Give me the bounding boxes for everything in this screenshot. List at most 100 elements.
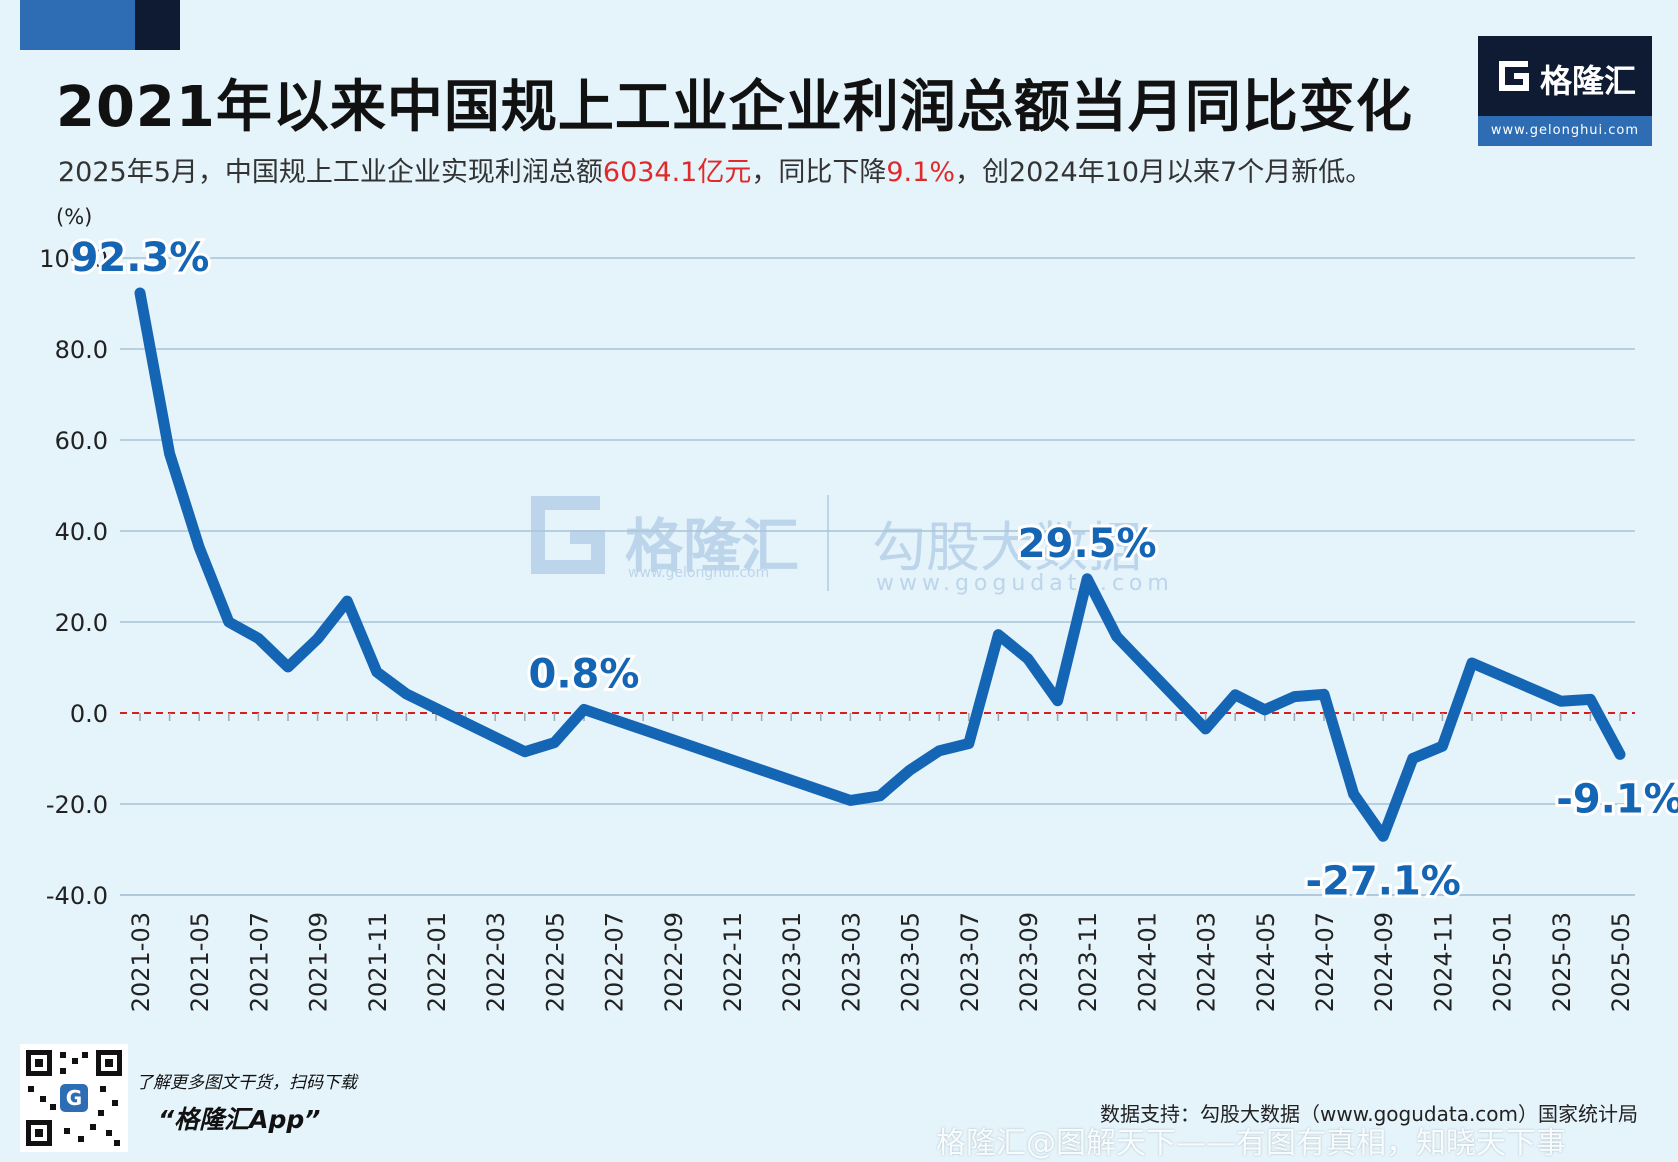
data-point — [346, 600, 349, 603]
data-point — [287, 666, 289, 669]
footer-watermark: 格隆汇@图解天下——有图有真相，知晓天下事 — [936, 1126, 1566, 1161]
data-point — [1204, 727, 1207, 730]
qr-code[interactable]: G — [20, 1044, 128, 1152]
promo-app-name: “格隆汇App” — [158, 1105, 321, 1134]
x-tick-label: 2024-11 — [1429, 912, 1457, 1012]
data-point — [375, 671, 378, 674]
data-point — [523, 750, 526, 753]
watermark-gogu: 勾股大数据 — [872, 516, 1142, 579]
chart-title: 2021年以来中国规上工业企业利润总额当月同比变化 — [56, 75, 1413, 140]
data-point — [997, 633, 1000, 636]
y-tick-label: -40.0 — [46, 882, 108, 910]
data-point — [1323, 693, 1325, 696]
x-tick-label: 2025-05 — [1607, 912, 1635, 1012]
y-tick-label: 0.0 — [70, 700, 108, 728]
qr-logo-icon: G — [60, 1084, 88, 1112]
x-tick-label: 2022-11 — [719, 912, 747, 1012]
x-tick-label: 2021-09 — [305, 912, 333, 1012]
x-tick-label: 2023-07 — [956, 912, 984, 1012]
gelonghui-logo: 格隆汇 www.gelonghui.com — [1478, 36, 1652, 146]
x-tick-label: 2021-03 — [127, 912, 155, 1012]
data-point — [198, 546, 201, 549]
y-tick-label: -20.0 — [46, 791, 108, 819]
watermark-brand-url: www.gelonghui.com — [628, 565, 770, 581]
data-source: 数据支持：勾股大数据（www.gogudata.com）国家统计局 — [1100, 1102, 1639, 1126]
y-tick-label: 60.0 — [55, 427, 108, 455]
y-tick-label: 80.0 — [55, 336, 108, 364]
subtitle-text-1: 2025年5月，中国规上工业企业实现利润总额 — [58, 157, 603, 188]
watermark-divider — [827, 495, 829, 591]
x-tick-label: 2024-01 — [1133, 912, 1161, 1012]
x-tick-label: 2024-07 — [1311, 912, 1339, 1012]
data-point — [257, 637, 260, 640]
data-annotation-label: -27.1% — [1306, 858, 1461, 904]
y-tick-label: 20.0 — [55, 609, 108, 637]
top-accent-blue — [20, 0, 135, 50]
subtitle-highlight-change: 9.1% — [886, 157, 955, 188]
data-annotation-label: -9.1% — [1556, 776, 1678, 822]
x-tick-label: 2021-05 — [186, 912, 214, 1012]
data-point — [583, 708, 585, 711]
data-point — [1263, 708, 1266, 711]
watermark-gogu-url: www.gogudata.com — [876, 571, 1174, 596]
logo-url: www.gelonghui.com — [1478, 116, 1652, 146]
data-point — [1559, 700, 1562, 703]
data-point — [1382, 835, 1385, 838]
data-point — [316, 637, 319, 640]
logo-brand-text: 格隆汇 — [1540, 62, 1637, 100]
data-point — [227, 621, 230, 623]
x-tick-label: 2022-01 — [423, 912, 451, 1012]
x-tick-label: 2023-05 — [897, 912, 925, 1012]
x-tick-label: 2023-11 — [1074, 912, 1102, 1012]
data-point — [1441, 745, 1444, 748]
axis-layer: (%) 100.0 80.0 60.0 40.0 20.0 0.0 -20.0 -40.0 202… — [39, 205, 1635, 1012]
x-tick-label: 2021-07 — [245, 912, 273, 1012]
x-tick-label: 2023-01 — [778, 912, 806, 1012]
x-tick-label: 2022-03 — [482, 912, 510, 1012]
x-tick-label: 2023-03 — [837, 912, 865, 1012]
data-point — [938, 749, 941, 752]
data-point — [1027, 657, 1029, 660]
subtitle-text-3: ，创2024年10月以来7个月新低。 — [954, 157, 1373, 188]
y-tick-label: 100.0 — [39, 245, 108, 273]
data-point — [1471, 661, 1473, 664]
data-point — [1293, 695, 1296, 698]
data-point — [1589, 698, 1592, 701]
data-point — [908, 769, 911, 772]
qr-code-pattern — [26, 1050, 122, 1146]
data-point — [1115, 635, 1118, 638]
data-point — [553, 741, 556, 744]
gelonghui-logo-icon — [1499, 61, 1529, 91]
data-point — [879, 794, 881, 797]
watermark-logo-icon — [531, 496, 605, 574]
x-tick-label: 2022-09 — [660, 912, 688, 1012]
chart-subtitle: 2025年5月，中国规上工业企业实现利润总额6034.1亿元，同比下降9.1%，… — [58, 150, 1372, 189]
data-point — [967, 742, 970, 745]
x-tick-label: 2021-11 — [364, 912, 392, 1012]
data-point — [1086, 577, 1089, 580]
line-layer — [134, 287, 1626, 842]
x-tick-label: 2023-09 — [1015, 912, 1043, 1012]
data-point — [1352, 792, 1355, 795]
data-annotation-label: 0.8% — [529, 651, 640, 697]
label-layer: 92.3% 0.8% 29.5% -27.1% -9.1% — [68, 232, 1678, 907]
data-point — [405, 692, 408, 695]
data-point — [1619, 753, 1621, 756]
y-axis-unit-label: (%) — [56, 205, 92, 229]
promo-text: 了解更多图文干货，扫码下载 — [136, 1073, 357, 1093]
y-tick-label: 40.0 — [55, 518, 108, 546]
series-line — [134, 287, 1626, 842]
x-tick-label: 2024-03 — [1193, 912, 1221, 1012]
x-tick-label: 2024-09 — [1370, 912, 1398, 1012]
data-point — [849, 799, 852, 802]
data-point — [1411, 757, 1414, 760]
data-annotation-label: 29.5% — [1018, 521, 1157, 567]
x-tick-label: 2025-03 — [1548, 912, 1576, 1012]
subtitle-highlight-profit: 6034.1亿元 — [602, 157, 752, 188]
data-point — [1234, 693, 1237, 696]
x-tick-label: 2024-05 — [1252, 912, 1280, 1012]
x-tick-label: 2022-07 — [601, 912, 629, 1012]
data-point — [168, 452, 171, 455]
top-accent-dark — [135, 0, 180, 50]
